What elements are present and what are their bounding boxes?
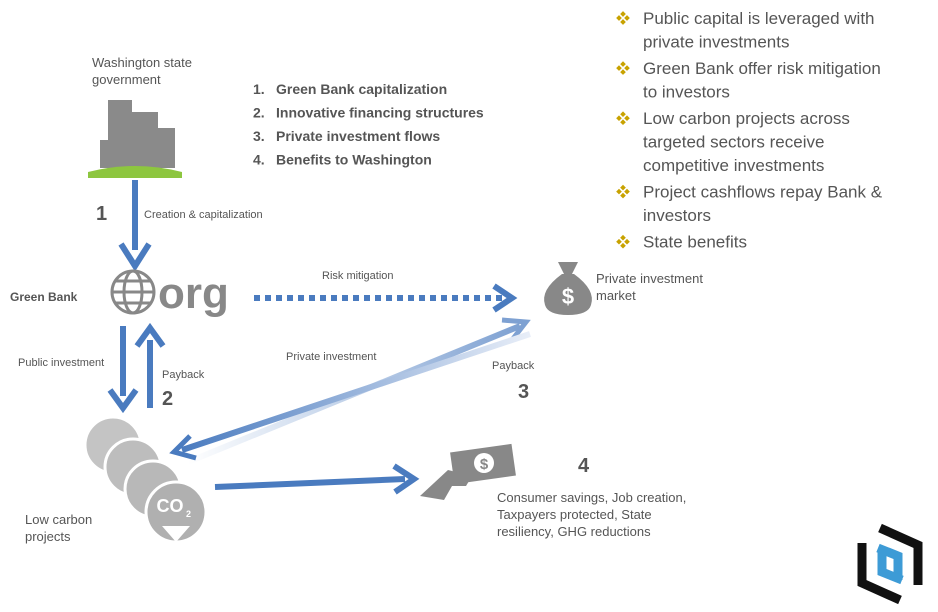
bullet-diamond: [624, 238, 630, 245]
bullet-text: Public capital is leveraged with: [643, 9, 875, 28]
bullet-text: investors: [643, 206, 711, 225]
bullet-diamond: [620, 184, 626, 191]
payback-market-arrow: [169, 331, 531, 461]
bullet-text: Green Bank offer risk mitigation: [643, 59, 881, 78]
bullet-diamond: [616, 188, 622, 195]
bullet-diamond: [624, 65, 630, 71]
payback-arrow: [134, 322, 166, 408]
public-arrow: [107, 326, 139, 414]
government-label: government: [92, 72, 161, 87]
bullet-diamond: [616, 115, 622, 122]
co2-sub: 2: [186, 509, 191, 519]
bullet-diamond: [620, 192, 626, 199]
bullet-diamond: [616, 238, 622, 245]
step-number: 2.: [253, 105, 265, 121]
co2-icons: [83, 415, 208, 544]
bullet-diamond: [624, 15, 630, 21]
bullet-diamond: [620, 111, 626, 118]
flow-number: 2: [162, 388, 173, 410]
logo: [857, 523, 923, 605]
bullet-diamond: [620, 242, 626, 249]
market-label: market: [596, 288, 636, 303]
bullet-icon: [616, 184, 630, 199]
svg-text:$: $: [480, 456, 489, 473]
bullet-diamond: [624, 188, 630, 195]
benefits-number: 4: [578, 455, 590, 477]
flow-label: Public investment: [18, 357, 104, 369]
bullet-diamond: [620, 11, 626, 17]
step-text: Green Bank capitalization: [276, 81, 447, 97]
benefits-label: Consumer savings, Job creation,: [497, 490, 686, 505]
money-bag-icon: $: [544, 262, 592, 315]
globe-icon: [110, 269, 156, 315]
bullet-text: State benefits: [643, 233, 747, 252]
bullet-text: to investors: [643, 82, 730, 101]
projects-label: projects: [25, 529, 71, 544]
bullet-diamond: [620, 19, 626, 25]
bullet-text: Project cashflows repay Bank &: [643, 183, 883, 202]
bullet-icon: [616, 61, 630, 75]
step-text: Innovative financing structures: [276, 105, 484, 121]
step-text: Benefits to Washington: [276, 152, 432, 168]
benefits-arrow: [214, 463, 420, 495]
bullet-diamond: [616, 65, 622, 71]
bullet-diamond: [620, 119, 626, 126]
step-number: 1.: [253, 81, 265, 97]
building-icon: [88, 100, 182, 178]
bank-label: Green Bank: [10, 290, 78, 304]
projects-label: Low carbon: [25, 512, 92, 527]
svg-text:$: $: [562, 284, 574, 309]
bullet-diamond: [620, 234, 626, 241]
bullet-diamond: [616, 15, 622, 21]
flow-number: 3: [518, 381, 529, 403]
bullet-text: competitive investments: [643, 156, 824, 175]
co2-text: CO: [157, 496, 184, 516]
bullet-icon: [616, 234, 630, 249]
bullet-diamond: [620, 61, 626, 67]
flow-label: Payback: [492, 360, 535, 372]
step-number: 4.: [253, 152, 265, 168]
bullet-text: private investments: [643, 32, 789, 51]
government-label: Washington state: [92, 55, 192, 70]
bullet-text: Low carbon projects across: [643, 109, 850, 128]
bullet-text: targeted sectors receive: [643, 133, 824, 152]
market-label: Private investment: [596, 271, 703, 286]
creation-arrow: [118, 180, 152, 272]
bullet-icon: [616, 111, 630, 126]
bank-logo-text: org: [158, 269, 229, 318]
flow-label: Risk mitigation: [322, 270, 394, 282]
bullet-diamond: [620, 69, 626, 75]
flow-label: Creation & capitalization: [144, 209, 263, 221]
step-text: Private investment flows: [276, 128, 440, 144]
benefits-label: Taxpayers protected, State: [497, 507, 652, 522]
bullet-diamond: [624, 115, 630, 122]
flow-label: Private investment: [286, 351, 376, 363]
flow-number: 1: [96, 203, 107, 225]
risk-arrow: [254, 283, 518, 313]
bullet-icon: [616, 11, 630, 25]
benefits-label: resiliency, GHG reductions: [497, 524, 651, 539]
step-number: 3.: [253, 128, 265, 144]
flow-label: Payback: [162, 369, 205, 381]
money-hand-icon: $: [420, 443, 516, 500]
